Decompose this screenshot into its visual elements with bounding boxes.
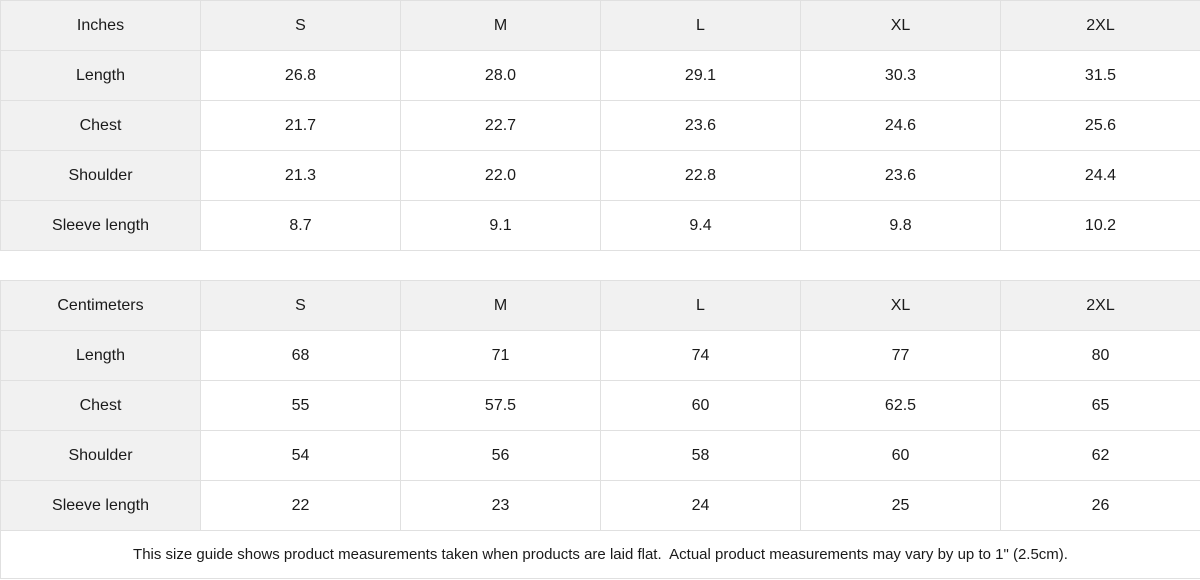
table-row: Length 68 71 74 77 80: [0, 330, 1200, 381]
value-cell: 28.0: [400, 50, 601, 101]
value-cell: 77: [800, 330, 1001, 381]
value-cell: 26: [1000, 480, 1200, 531]
value-cell: 9.4: [600, 200, 801, 251]
value-cell: 25: [800, 480, 1001, 531]
table-row: [0, 250, 1200, 281]
value-cell: 9.8: [800, 200, 1001, 251]
table-row: This size guide shows product measuremen…: [0, 530, 1200, 579]
value-cell: 23.6: [600, 100, 801, 151]
table-spacer: [0, 250, 1200, 281]
size-header-cell: L: [600, 0, 801, 51]
value-cell: 62.5: [800, 380, 1001, 431]
value-cell: 24.6: [800, 100, 1001, 151]
value-cell: 71: [400, 330, 601, 381]
size-header-cell: XL: [800, 0, 1001, 51]
value-cell: 24: [600, 480, 801, 531]
value-cell: 9.1: [400, 200, 601, 251]
measure-label-cell: Shoulder: [0, 430, 201, 481]
measure-label-cell: Shoulder: [0, 150, 201, 201]
value-cell: 22.7: [400, 100, 601, 151]
value-cell: 8.7: [200, 200, 401, 251]
value-cell: 31.5: [1000, 50, 1200, 101]
measure-label-cell: Sleeve length: [0, 200, 201, 251]
value-cell: 57.5: [400, 380, 601, 431]
value-cell: 25.6: [1000, 100, 1200, 151]
value-cell: 60: [800, 430, 1001, 481]
unit-header-cell: Centimeters: [0, 280, 201, 331]
value-cell: 29.1: [600, 50, 801, 101]
size-header-cell: L: [600, 280, 801, 331]
value-cell: 23: [400, 480, 601, 531]
measure-label-cell: Length: [0, 330, 201, 381]
value-cell: 54: [200, 430, 401, 481]
table-row: Chest 21.7 22.7 23.6 24.6 25.6: [0, 100, 1200, 151]
value-cell: 74: [600, 330, 801, 381]
size-header-cell: S: [200, 0, 401, 51]
size-header-cell: M: [400, 280, 601, 331]
size-header-cell: 2XL: [1000, 280, 1200, 331]
size-header-cell: XL: [800, 280, 1001, 331]
table-row: Shoulder 54 56 58 60 62: [0, 430, 1200, 481]
value-cell: 24.4: [1000, 150, 1200, 201]
unit-header-cell: Inches: [0, 0, 201, 51]
value-cell: 55: [200, 380, 401, 431]
value-cell: 60: [600, 380, 801, 431]
value-cell: 65: [1000, 380, 1200, 431]
size-header-cell: 2XL: [1000, 0, 1200, 51]
size-header-cell: M: [400, 0, 601, 51]
table-row: Inches S M L XL 2XL: [0, 0, 1200, 51]
measure-label-cell: Chest: [0, 380, 201, 431]
value-cell: 68: [200, 330, 401, 381]
value-cell: 58: [600, 430, 801, 481]
value-cell: 26.8: [200, 50, 401, 101]
value-cell: 10.2: [1000, 200, 1200, 251]
value-cell: 30.3: [800, 50, 1001, 101]
measure-label-cell: Length: [0, 50, 201, 101]
table-row: Length 26.8 28.0 29.1 30.3 31.5: [0, 50, 1200, 101]
table-row: Chest 55 57.5 60 62.5 65: [0, 380, 1200, 431]
table-row: Centimeters S M L XL 2XL: [0, 280, 1200, 331]
value-cell: 21.3: [200, 150, 401, 201]
value-cell: 80: [1000, 330, 1200, 381]
value-cell: 22.8: [600, 150, 801, 201]
value-cell: 21.7: [200, 100, 401, 151]
size-guide-note: This size guide shows product measuremen…: [0, 530, 1200, 579]
value-cell: 22.0: [400, 150, 601, 201]
size-header-cell: S: [200, 280, 401, 331]
value-cell: 62: [1000, 430, 1200, 481]
value-cell: 22: [200, 480, 401, 531]
value-cell: 23.6: [800, 150, 1001, 201]
value-cell: 56: [400, 430, 601, 481]
table-row: Sleeve length 8.7 9.1 9.4 9.8 10.2: [0, 200, 1200, 251]
measure-label-cell: Sleeve length: [0, 480, 201, 531]
table-row: Sleeve length 22 23 24 25 26: [0, 480, 1200, 531]
measure-label-cell: Chest: [0, 100, 201, 151]
table-row: Shoulder 21.3 22.0 22.8 23.6 24.4: [0, 150, 1200, 201]
